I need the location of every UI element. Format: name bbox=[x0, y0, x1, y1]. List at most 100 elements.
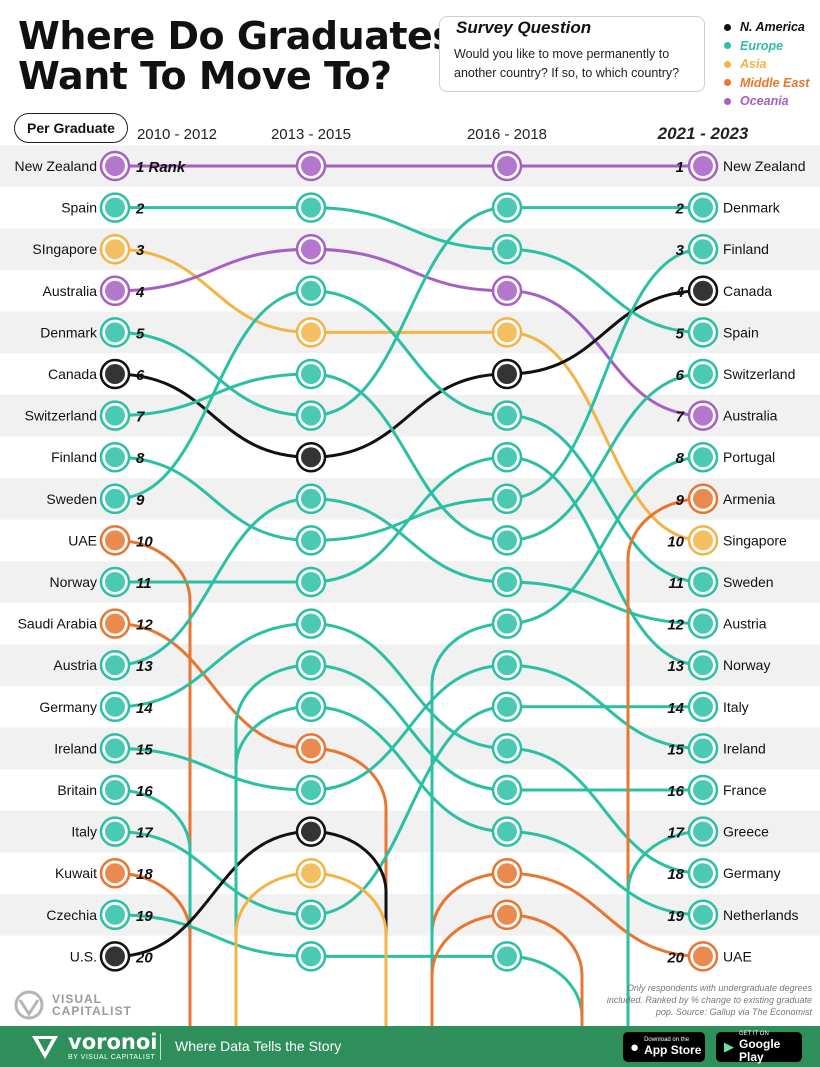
flag-ireland-p1 bbox=[99, 733, 131, 764]
line-canada-seg-1 bbox=[113, 372, 313, 459]
flag-switzerland-p2 bbox=[295, 358, 327, 390]
line-france-seg-2 bbox=[309, 663, 509, 792]
flag-germany-p3 bbox=[491, 733, 523, 764]
flag-australia-p2 bbox=[295, 233, 327, 265]
flag-fill bbox=[301, 780, 321, 800]
line-canada-seg-2 bbox=[309, 372, 509, 459]
row-band bbox=[0, 644, 820, 686]
flag-fill bbox=[105, 405, 125, 426]
flag-australia-p4 bbox=[687, 400, 719, 431]
rank-number-left: 7 bbox=[136, 409, 145, 426]
country-label-left: Norway bbox=[50, 574, 97, 590]
flag-fill bbox=[105, 655, 125, 676]
flag-singapore-p3 bbox=[491, 317, 523, 348]
line-u-s-seg-1 bbox=[113, 830, 313, 958]
bump-chart: 2010 - 2012 2013 - 2015 2016 - 2018 2021 - … bbox=[0, 124, 820, 1026]
line-portugal-seg-2 bbox=[430, 622, 509, 1026]
flag-ireland-p4 bbox=[687, 733, 719, 764]
flag-fill bbox=[497, 946, 517, 967]
flag-austria-p4 bbox=[687, 608, 719, 639]
line-germany-seg-1 bbox=[113, 622, 313, 709]
line-britain-seg-1 bbox=[113, 788, 192, 1026]
rank-number-left: 19 bbox=[136, 908, 153, 925]
country-label-right: Canada bbox=[723, 283, 772, 299]
page-title: Where Do Graduates Want To Move To? bbox=[18, 16, 455, 96]
country-label-right: Austria bbox=[723, 616, 767, 632]
flag-norway-p4 bbox=[687, 649, 719, 681]
flag-new-zealand-p1 bbox=[99, 150, 131, 182]
rank-number-left: 14 bbox=[136, 700, 153, 717]
app-store-button[interactable]: ● Download on the App Store bbox=[623, 1032, 705, 1062]
flag-portugal-p3 bbox=[491, 608, 523, 639]
flag-denmark-p2 bbox=[295, 400, 327, 431]
flag-fill bbox=[693, 613, 713, 634]
flag-fill bbox=[693, 239, 713, 260]
rank-labels: New Zealand 1 Rank Spain 2 SIngapore 3 Austral… bbox=[15, 158, 806, 966]
flag-norway-p3 bbox=[491, 441, 523, 473]
flag-fill bbox=[301, 280, 321, 301]
rank-number-left: 13 bbox=[136, 658, 153, 675]
flag-fill bbox=[105, 322, 125, 343]
flag-u-s-p1 bbox=[99, 941, 131, 972]
line-singapore-seg-1 bbox=[113, 247, 313, 334]
flag-italy-p1 bbox=[99, 816, 131, 847]
line-finland-seg-1 bbox=[113, 455, 313, 542]
line-netherlands-seg-3 bbox=[505, 830, 705, 917]
rank-number-right: 8 bbox=[676, 450, 685, 467]
flag-fill bbox=[301, 863, 321, 884]
flag-uae-p4 bbox=[687, 941, 719, 972]
rank-number-right: 19 bbox=[667, 908, 684, 925]
country-label-right: Sweden bbox=[723, 574, 774, 590]
flag-thailand-p2 bbox=[295, 857, 327, 889]
country-label-left: Canada bbox=[48, 366, 97, 382]
flag-fill bbox=[301, 405, 321, 426]
country-label-left: U.S. bbox=[70, 948, 97, 964]
country-label-left: Spain bbox=[61, 200, 97, 216]
google-play-button[interactable]: ▶ GET IT ON Google Play bbox=[716, 1031, 802, 1064]
flag-fill bbox=[693, 322, 713, 343]
line-australia-seg-2 bbox=[309, 247, 509, 293]
legend-label: N. America bbox=[740, 20, 805, 35]
flag-u-s-p2 bbox=[295, 816, 327, 847]
legend-dot bbox=[724, 97, 731, 105]
period-header-2: 2013 - 2015 bbox=[271, 126, 351, 143]
flag-fill bbox=[301, 904, 321, 925]
rank-number-right: 12 bbox=[667, 617, 684, 634]
line-norway-seg-3 bbox=[505, 455, 705, 667]
line-uae-seg-3 bbox=[505, 871, 705, 958]
legend-dot bbox=[724, 60, 731, 68]
flag-fill bbox=[693, 488, 713, 509]
flag-fill bbox=[105, 821, 125, 842]
flag-fill bbox=[497, 780, 517, 800]
line-denmark-seg-1 bbox=[113, 330, 313, 418]
country-label-left: Denmark bbox=[40, 324, 98, 340]
google-play-big-text: Google Play bbox=[739, 1036, 781, 1064]
rank-number-left: 10 bbox=[136, 533, 153, 550]
line-australia-seg-1 bbox=[113, 247, 313, 293]
line-finland-seg-3 bbox=[505, 247, 705, 501]
country-label-right: Netherlands bbox=[723, 907, 799, 923]
line-sweden-seg-2 bbox=[309, 289, 509, 418]
flag-fill bbox=[497, 904, 517, 925]
legend-item-north-america: N. America bbox=[724, 18, 809, 37]
flag-fill bbox=[301, 821, 321, 842]
country-label-right: Switzerland bbox=[723, 366, 795, 382]
row-band bbox=[0, 810, 820, 853]
rank-number-left: 2 bbox=[135, 201, 145, 218]
flag-fill bbox=[301, 738, 321, 759]
flag-fill bbox=[693, 530, 713, 551]
country-label-left: Germany bbox=[39, 699, 97, 715]
flag-fill bbox=[497, 280, 517, 301]
line-switzerland-seg-2 bbox=[309, 372, 509, 542]
country-label-right: UAE bbox=[723, 948, 752, 964]
flag-spain-p2 bbox=[295, 192, 327, 223]
period-headers: 2010 - 2012 2013 - 2015 2016 - 2018 2021 - … bbox=[137, 124, 749, 143]
country-label-right: Spain bbox=[723, 324, 759, 340]
country-label-right: Portugal bbox=[723, 449, 775, 465]
flag-spain-p3 bbox=[491, 233, 523, 265]
flag-fill bbox=[693, 405, 713, 426]
flag-canada-p1 bbox=[99, 358, 131, 390]
flag-fill bbox=[693, 780, 713, 800]
country-label-left: Ireland bbox=[54, 740, 97, 756]
period-header-3: 2016 - 2018 bbox=[467, 126, 547, 143]
